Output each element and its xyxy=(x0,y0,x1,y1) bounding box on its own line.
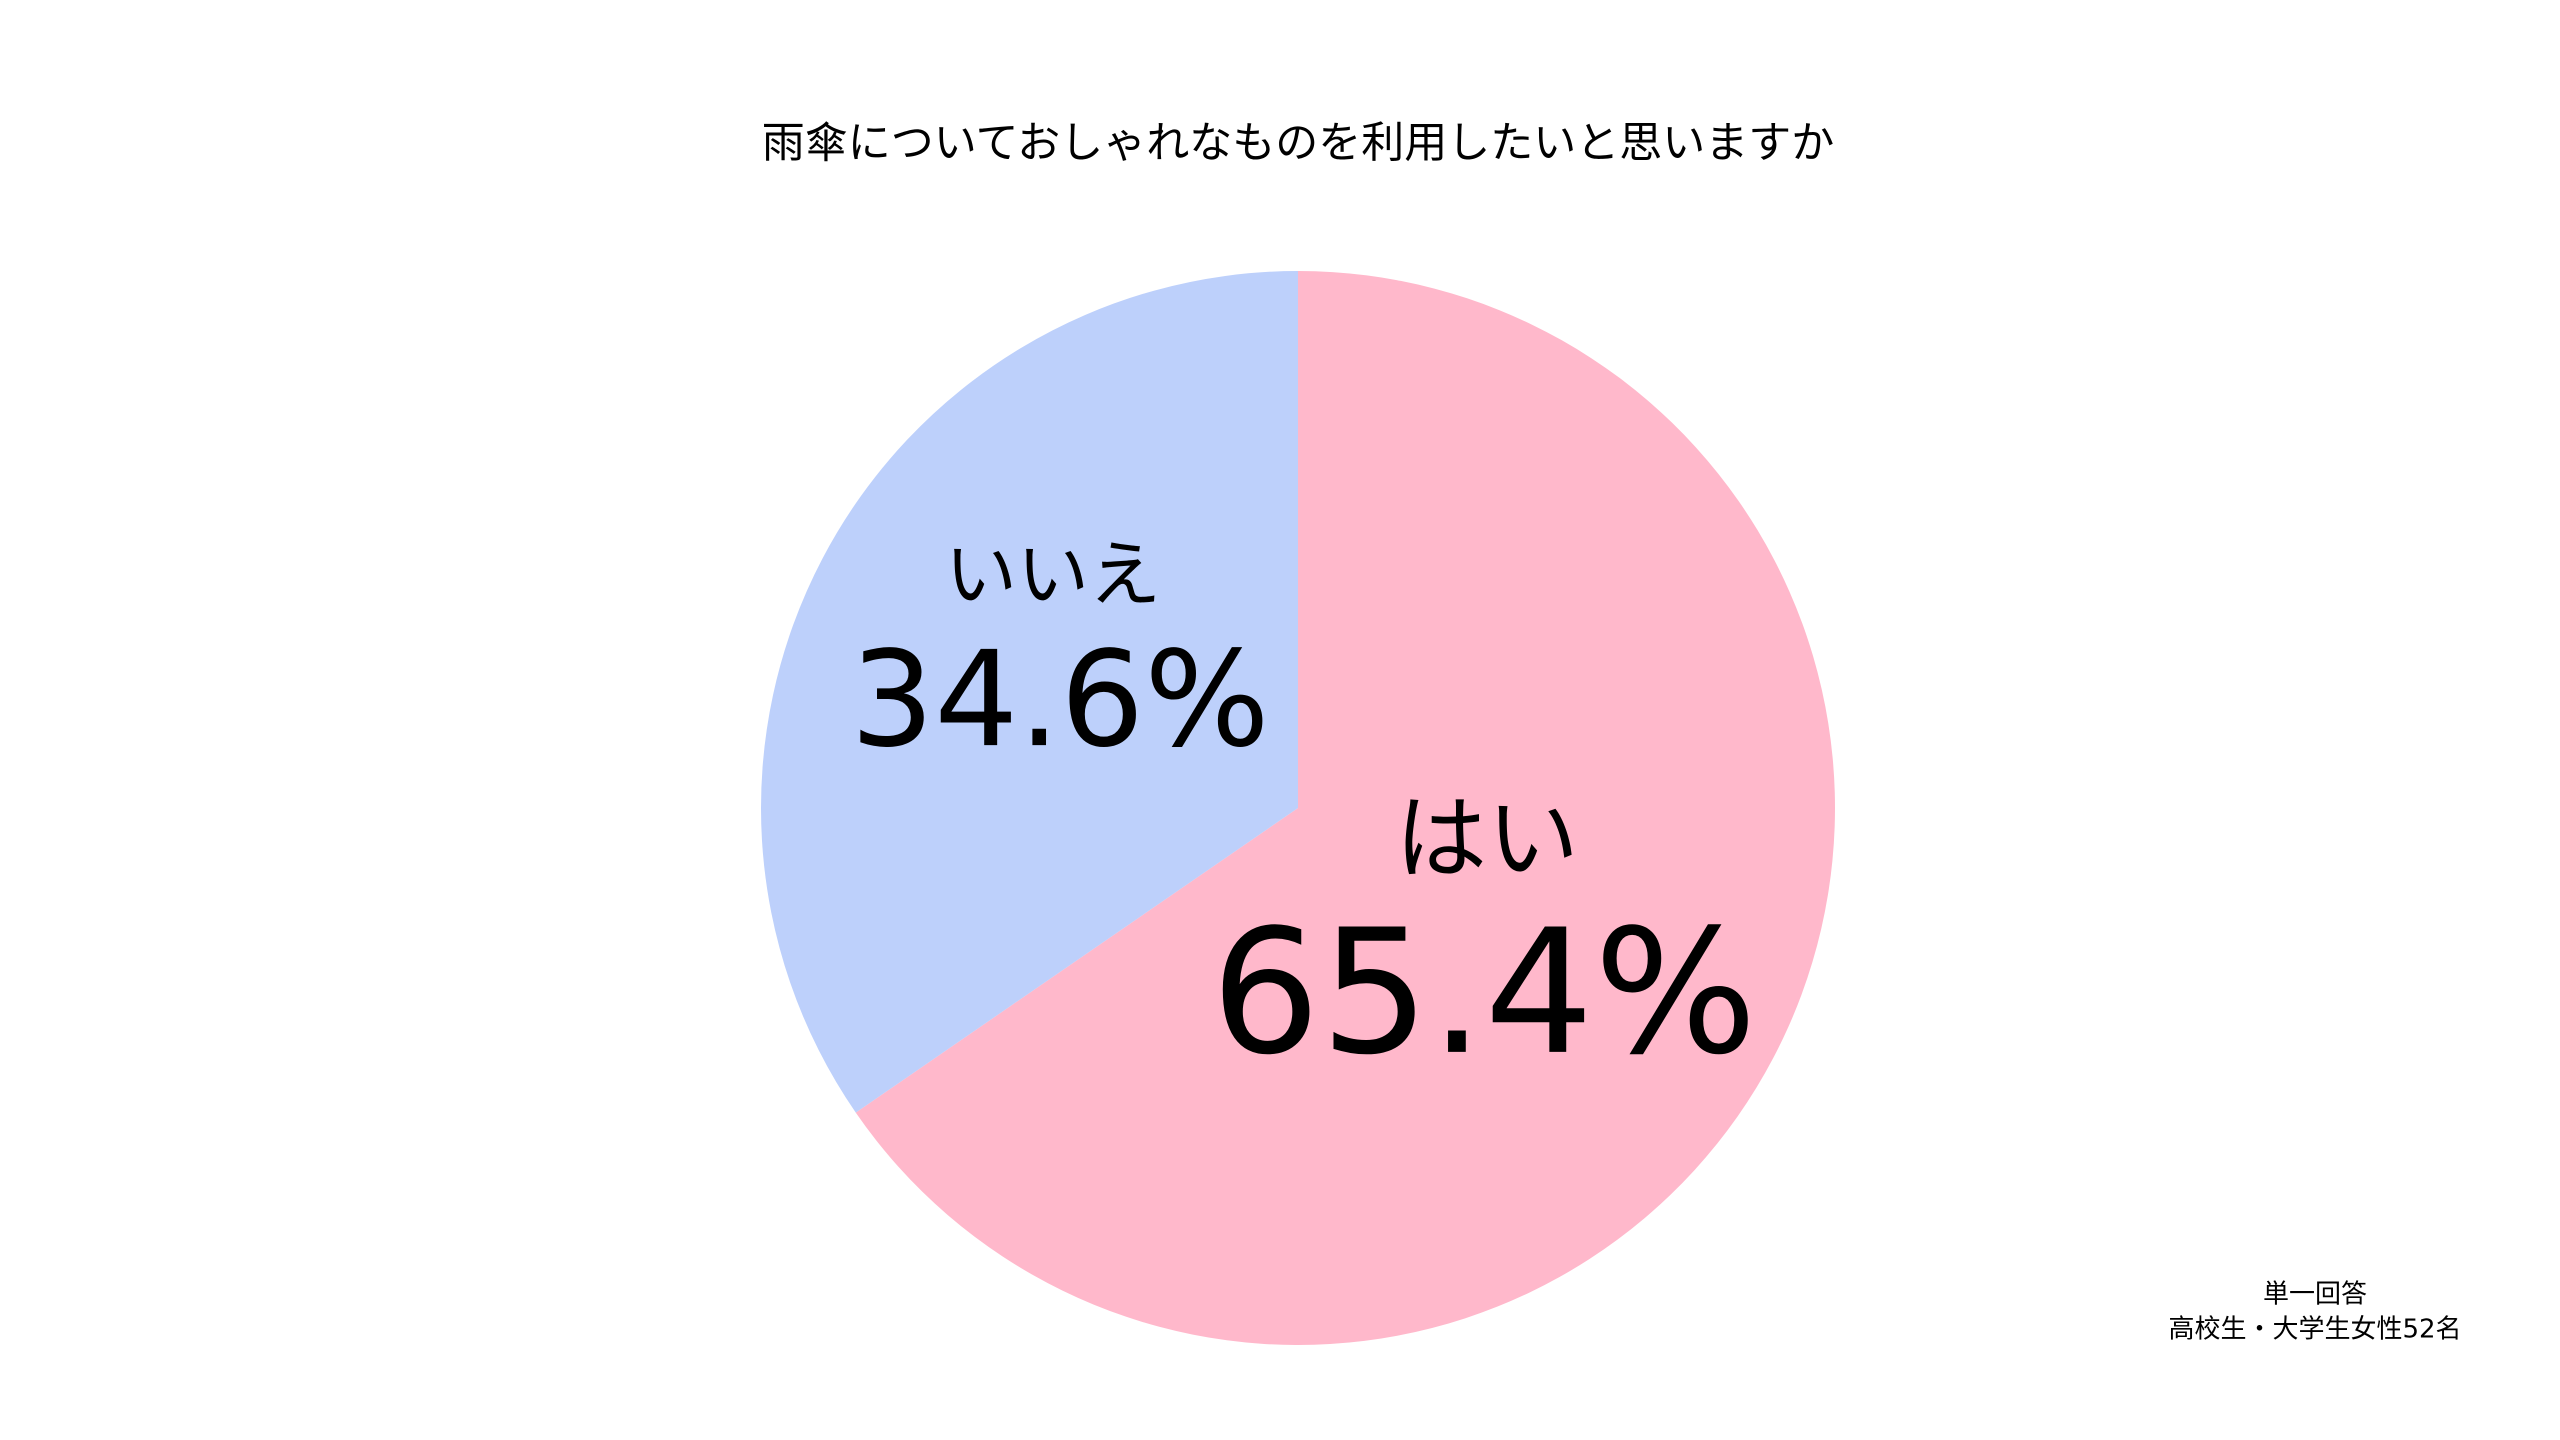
pie-slice xyxy=(855,271,1835,1345)
value-label: 34.6% xyxy=(850,623,1269,777)
note: 単一回答 xyxy=(2263,1280,2367,1310)
value-label: 65.4% xyxy=(1211,892,1757,1093)
chart-title: 雨傘についておしゃれなものを利用したいと思いますか xyxy=(762,119,1834,169)
slice-label: はい xyxy=(1395,785,1579,892)
note: 高校生・大学生女性52名 xyxy=(2168,1315,2461,1345)
slice-label: いいえ xyxy=(945,533,1161,617)
pie-slice xyxy=(760,271,1298,1113)
